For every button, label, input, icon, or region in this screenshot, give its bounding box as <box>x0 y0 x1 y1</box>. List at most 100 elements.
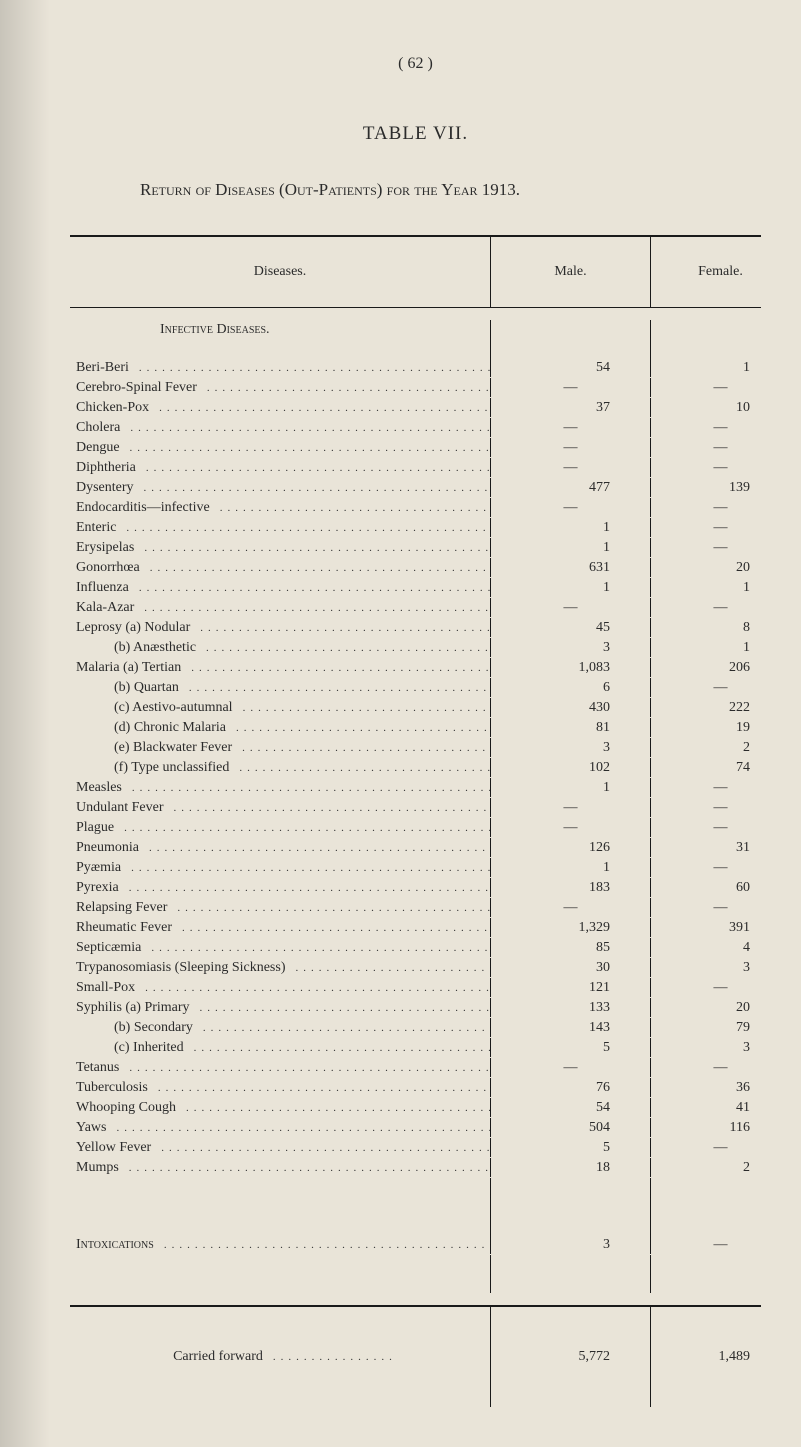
cell-male: — <box>490 1058 650 1077</box>
table-row: Pyrexia18360 <box>70 878 761 898</box>
table-row: Pyæmia1— <box>70 858 761 878</box>
table-row: (c) Aestivo-autumnal430222 <box>70 698 761 718</box>
table-caption: Return of Diseases (Out-Patients) for th… <box>70 180 761 200</box>
disease-label: Tetanus <box>70 1058 490 1078</box>
cell-female: 20 <box>650 558 790 577</box>
table-body: Infective Diseases.Beri-Beri541Cerebro-S… <box>70 307 761 1306</box>
cell-male: 631 <box>490 558 650 577</box>
cell-male: — <box>490 458 650 477</box>
leader-dots <box>190 999 490 1018</box>
disease-label: (c) Inherited <box>70 1038 490 1058</box>
disease-label: (b) Secondary <box>70 1018 490 1038</box>
disease-label: Malaria (a) Tertian <box>70 658 490 678</box>
header-female: Female. <box>650 237 790 307</box>
cell-male: 54 <box>490 1098 650 1117</box>
table-row: Tetanus—— <box>70 1058 761 1078</box>
cell-male: 126 <box>490 838 650 857</box>
cell-female: — <box>650 678 790 697</box>
leader-dots <box>119 1159 490 1178</box>
disease-text: Measles <box>76 778 122 797</box>
disease-label: Yellow Fever <box>70 1138 490 1158</box>
disease-label: Chicken-Pox <box>70 398 490 418</box>
cell-male: — <box>490 818 650 837</box>
table-row <box>70 1216 761 1235</box>
page-gutter-shadow <box>0 0 50 1447</box>
cell-female: 20 <box>650 998 790 1017</box>
table-row: Enteric1— <box>70 518 761 538</box>
leader-dots <box>190 619 490 638</box>
table-row: Malaria (a) Tertian1,083206 <box>70 658 761 678</box>
cell-female: 36 <box>650 1078 790 1097</box>
disease-text: Trypanosomiasis (Sleeping Sickness) <box>76 958 285 977</box>
leader-dots <box>119 1059 490 1078</box>
leader-dots <box>119 879 490 898</box>
cell-female: 60 <box>650 878 790 897</box>
cell-male: 3 <box>490 638 650 657</box>
cell-female: — <box>650 778 790 797</box>
leader-dots <box>229 759 490 778</box>
table-row: Dengue—— <box>70 438 761 458</box>
cell-male: 81 <box>490 718 650 737</box>
table-row: Trypanosomiasis (Sleeping Sickness)303 <box>70 958 761 978</box>
caption-year: 1913. <box>482 180 520 199</box>
table-row: Leprosy (a) Nodular458 <box>70 618 761 638</box>
cell-male: 6 <box>490 678 650 697</box>
leader-dots <box>134 479 490 498</box>
disease-label: Dengue <box>70 438 490 458</box>
table-row: Whooping Cough5441 <box>70 1098 761 1118</box>
table-row: (f) Type unclassified10274 <box>70 758 761 778</box>
disease-text: Whooping Cough <box>76 1098 176 1117</box>
cell-female <box>650 320 790 339</box>
leader-dots <box>193 1019 490 1038</box>
cell-male: 1 <box>490 858 650 877</box>
disease-text: (d) Chronic Malaria <box>114 718 226 737</box>
disease-label: Intoxications <box>70 1235 490 1255</box>
cell-male: 54 <box>490 358 650 377</box>
disease-text: Pneumonia <box>76 838 139 857</box>
column-header-row: Diseases. Male. Female. <box>70 237 761 307</box>
cell-male: 5 <box>490 1138 650 1157</box>
leader-dots <box>285 959 490 978</box>
table-row: Beri-Beri541 <box>70 358 761 378</box>
disease-text: Malaria (a) Tertian <box>76 658 181 677</box>
cell-female: 3 <box>650 1038 790 1057</box>
table-row: Cholera—— <box>70 418 761 438</box>
disease-label: Small-Pox <box>70 978 490 998</box>
disease-text: Small-Pox <box>76 978 135 997</box>
table-row: Endocarditis—infective—— <box>70 498 761 518</box>
leader-dots <box>136 459 490 478</box>
carried-forward-female: 1,489 <box>650 1307 790 1407</box>
disease-label: (e) Blackwater Fever <box>70 738 490 758</box>
table-row: Kala-Azar—— <box>70 598 761 618</box>
disease-label: Measles <box>70 778 490 798</box>
disease-label: (f) Type unclassified <box>70 758 490 778</box>
cell-female: — <box>650 378 790 397</box>
cell-female: — <box>650 538 790 557</box>
disease-label: (d) Chronic Malaria <box>70 718 490 738</box>
table-row: Syphilis (a) Primary13320 <box>70 998 761 1018</box>
disease-text: Endocarditis—infective <box>76 498 210 517</box>
leader-dots <box>210 499 490 518</box>
cell-female: 31 <box>650 838 790 857</box>
table-row: Gonorrhœa63120 <box>70 558 761 578</box>
table-row: (e) Blackwater Fever32 <box>70 738 761 758</box>
disease-label: Relapsing Fever <box>70 898 490 918</box>
disease-text: (b) Anæsthetic <box>114 638 196 657</box>
disease-text: Syphilis (a) Primary <box>76 998 190 1017</box>
disease-text: Tetanus <box>76 1058 119 1077</box>
disease-label: Kala-Azar <box>70 598 490 618</box>
table-row: Undulant Fever—— <box>70 798 761 818</box>
disease-label: Dysentery <box>70 478 490 498</box>
cell-female: — <box>650 498 790 517</box>
cell-female: 222 <box>650 698 790 717</box>
disease-label: Cerebro-Spinal Fever <box>70 378 490 398</box>
carried-forward-male: 5,772 <box>490 1307 650 1407</box>
disease-text: Relapsing Fever <box>76 898 167 917</box>
disease-text: (c) Aestivo-autumnal <box>114 698 233 717</box>
cell-female: 1 <box>650 358 790 377</box>
disease-label: Pneumonia <box>70 838 490 858</box>
cell-male: 5 <box>490 1038 650 1057</box>
table-row: Cerebro-Spinal Fever—— <box>70 378 761 398</box>
disease-label: (c) Aestivo-autumnal <box>70 698 490 718</box>
cell-female: 8 <box>650 618 790 637</box>
